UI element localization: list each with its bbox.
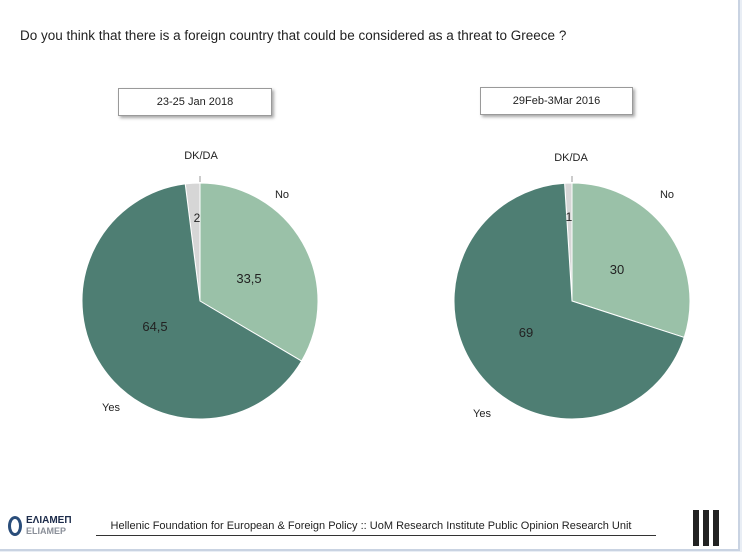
pie2-label-dkda: DK/DA [554, 152, 588, 164]
pie1-value-no: 33,5 [236, 271, 261, 286]
pie1-label-dkda: DK/DA [184, 150, 218, 162]
pie1-value-dkda: 2 [194, 211, 201, 225]
footer-divider [96, 535, 656, 536]
pie2-slice-yes [453, 182, 685, 420]
pie1-slice-no [199, 182, 319, 362]
eliamep-logo: ΕΛΙΑΜΕΠ ELIAMEP [8, 514, 88, 544]
pie1-value-yes: 64,5 [142, 319, 167, 334]
footer-text: Hellenic Foundation for European & Forei… [110, 520, 632, 532]
logo-text-greek: ΕΛΙΑΜΕΠ [26, 515, 72, 526]
pie2-value-dkda: 1 [566, 210, 573, 224]
pie2-slice-no [571, 182, 691, 339]
pie2-value-yes: 69 [519, 325, 533, 340]
pie-chart-1: DK/DA No Yes 2 33,5 64,5 [81, 150, 319, 420]
logo-text-latin: ELIAMEP [26, 526, 67, 536]
question-title: Do you think that there is a foreign cou… [20, 28, 567, 43]
pie1-label-yes: Yes [102, 402, 120, 414]
pie1-slice-yes [81, 183, 303, 420]
chart-2-date-box: 29Feb-3Mar 2016 [480, 87, 633, 115]
pie1-label-no: No [275, 189, 289, 201]
eliamep-logo-icon [8, 516, 22, 536]
chart-1-date-box: 23-25 Jan 2018 [118, 88, 272, 116]
pie2-label-yes: Yes [473, 408, 491, 420]
university-logo-icon [693, 510, 723, 548]
pie-chart-2: DK/DA No Yes 1 30 69 [453, 152, 691, 420]
pie2-value-no: 30 [610, 262, 624, 277]
pie2-label-no: No [660, 189, 674, 201]
